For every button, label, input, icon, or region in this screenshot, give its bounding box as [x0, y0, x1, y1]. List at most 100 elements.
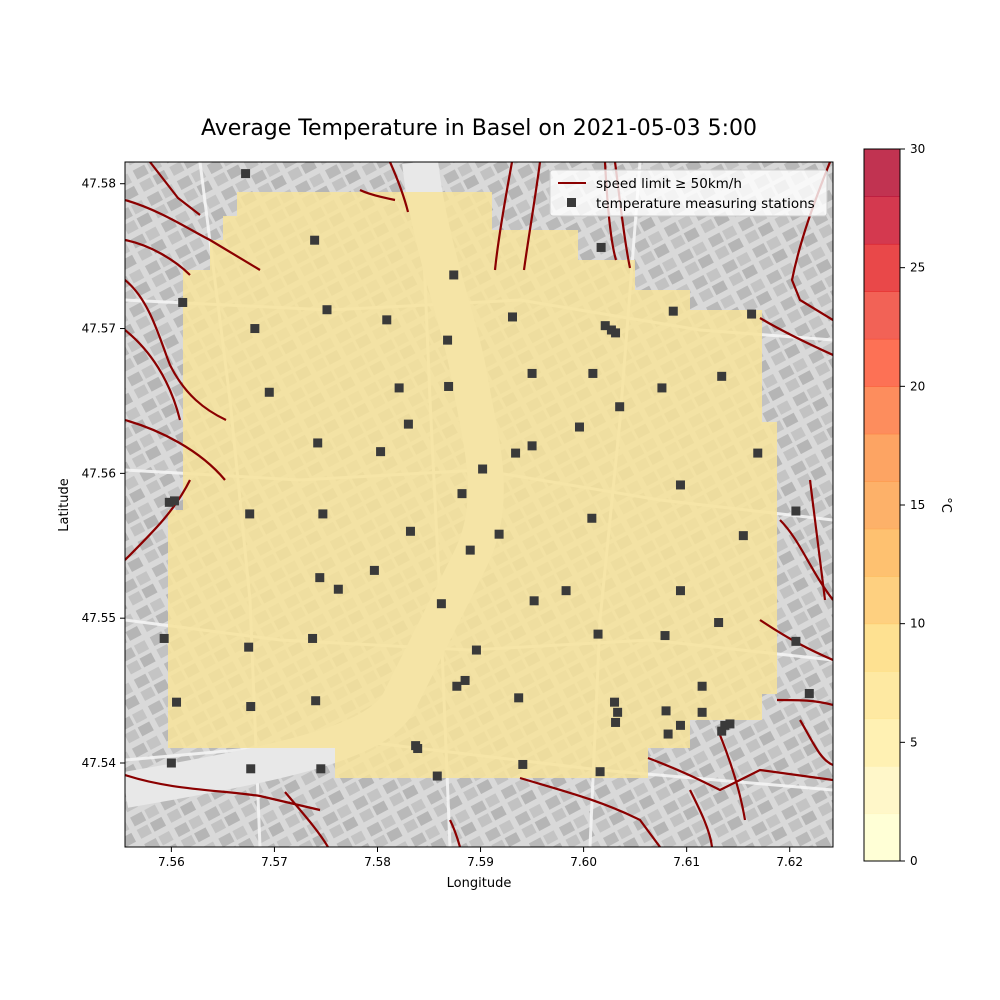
y-tick-label: 47.55 — [82, 611, 116, 625]
colorbar-band — [864, 813, 900, 862]
station-marker — [529, 596, 539, 606]
roads-speed-limit — [125, 162, 833, 847]
road-segment — [125, 418, 226, 481]
station-marker — [443, 335, 453, 345]
y-tick-label: 47.54 — [82, 756, 116, 770]
colorbar-band — [864, 528, 900, 577]
legend-box — [549, 169, 828, 217]
road-segment — [647, 756, 833, 792]
station-marker — [610, 697, 620, 707]
colorbar-tick-label: 0 — [910, 854, 918, 868]
station-marker — [611, 328, 621, 338]
colorbar-band — [864, 766, 900, 815]
colorbar-band — [864, 576, 900, 625]
station-marker — [717, 726, 727, 736]
station-marker — [322, 305, 332, 315]
station-marker — [507, 312, 517, 322]
station-marker — [244, 642, 254, 652]
station-marker — [172, 697, 182, 707]
station-marker — [478, 464, 488, 474]
x-tick-label: 7.62 — [776, 855, 803, 869]
station-marker — [675, 586, 685, 596]
station-marker — [615, 402, 625, 412]
station-marker — [178, 297, 188, 307]
colorbar-band — [864, 243, 900, 292]
colorbar-band — [864, 433, 900, 482]
station-marker — [660, 631, 670, 641]
x-tick-label: 7.60 — [570, 855, 597, 869]
colorbar-label: °C — [938, 497, 953, 513]
station-marker — [600, 321, 610, 331]
road-segment — [388, 162, 410, 213]
colorbar-band — [864, 149, 900, 197]
station-marker — [313, 438, 323, 448]
station-marker — [369, 565, 379, 575]
road-segment — [284, 791, 329, 847]
y-tick-label: 47.57 — [82, 322, 116, 336]
colorbar: 0 5 10 15 20 25 30 °C — [863, 142, 953, 868]
station-marker — [588, 368, 598, 378]
x-axis-ticks: 7.56 7.57 7.58 7.59 7.60 7.61 7.62 — [158, 847, 803, 869]
colorbar-band — [864, 718, 900, 767]
station-marker — [668, 306, 678, 316]
y-axis-ticks: 47.54 47.55 47.56 47.57 47.58 — [82, 177, 125, 770]
station-marker — [246, 764, 256, 774]
stations-layer — [159, 169, 814, 781]
road-segment — [776, 698, 833, 707]
colorbar-band — [864, 196, 900, 245]
road-segment — [519, 776, 661, 847]
legend-station-label: temperature measuring stations — [596, 196, 815, 212]
station-marker — [518, 759, 528, 769]
station-marker — [376, 447, 386, 457]
station-marker — [697, 681, 707, 691]
station-marker — [166, 758, 176, 768]
station-marker — [333, 584, 343, 594]
station-marker — [791, 506, 801, 516]
road-segment — [149, 162, 201, 216]
station-marker — [595, 767, 605, 777]
station-marker — [310, 235, 320, 245]
station-marker — [611, 717, 621, 727]
chart-title: Average Temperature in Basel on 2021-05-… — [201, 116, 757, 141]
road-segment — [125, 279, 227, 421]
map-axes: 7.56 7.57 7.58 7.59 7.60 7.61 7.62 47.54 47.55 4… — [57, 161, 834, 891]
axes-frame — [124, 161, 834, 848]
station-marker — [444, 381, 454, 391]
station-marker — [246, 702, 256, 712]
road-segment — [718, 734, 747, 821]
station-marker — [714, 618, 724, 628]
colorbar-bands — [864, 149, 900, 862]
colorbar-tick-label: 10 — [910, 617, 925, 631]
station-marker — [432, 771, 442, 781]
road-segment — [808, 479, 827, 601]
colorbar-tick-label: 5 — [910, 735, 918, 749]
station-marker — [318, 509, 328, 519]
colorbar-band — [864, 338, 900, 387]
station-marker — [527, 368, 537, 378]
legend-station-swatch — [567, 198, 576, 207]
station-marker — [747, 309, 757, 319]
road-segment — [493, 162, 514, 271]
y-tick-label: 47.56 — [82, 466, 116, 480]
station-marker — [311, 696, 321, 706]
station-marker — [657, 383, 667, 393]
station-marker — [725, 719, 735, 729]
station-marker — [661, 706, 671, 716]
station-marker — [514, 693, 524, 703]
colorbar-band — [864, 481, 900, 530]
station-marker — [169, 496, 179, 506]
road-segment — [779, 519, 833, 601]
station-marker — [264, 387, 274, 397]
station-marker — [753, 448, 763, 458]
x-axis-label: Longitude — [447, 876, 512, 891]
station-marker — [460, 675, 470, 685]
station-marker — [316, 764, 326, 774]
station-marker — [457, 489, 467, 499]
station-marker — [452, 681, 462, 691]
road-segment — [449, 819, 462, 847]
station-marker — [403, 419, 413, 429]
station-marker — [663, 729, 673, 739]
road-segment — [125, 198, 261, 271]
station-marker — [738, 531, 748, 541]
colorbar-tick-label: 30 — [910, 142, 925, 156]
